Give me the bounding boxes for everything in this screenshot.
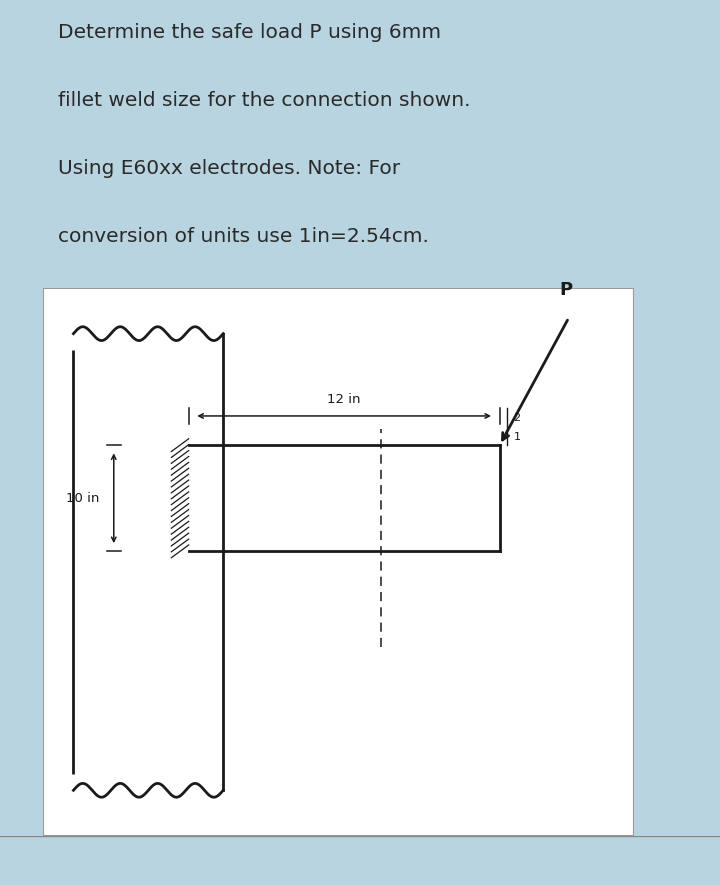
Text: conversion of units use 1in=2.54cm.: conversion of units use 1in=2.54cm. [58, 227, 428, 245]
FancyBboxPatch shape [43, 288, 634, 836]
Text: P: P [559, 281, 572, 299]
Text: fillet weld size for the connection shown.: fillet weld size for the connection show… [58, 90, 470, 110]
Text: 10 in: 10 in [66, 492, 99, 504]
Text: 2: 2 [513, 412, 521, 422]
Text: 1: 1 [513, 432, 521, 442]
Text: Determine the safe load P using 6mm: Determine the safe load P using 6mm [58, 23, 441, 42]
Text: 12 in: 12 in [328, 394, 361, 406]
Text: Using E60xx electrodes. Note: For: Using E60xx electrodes. Note: For [58, 158, 400, 178]
